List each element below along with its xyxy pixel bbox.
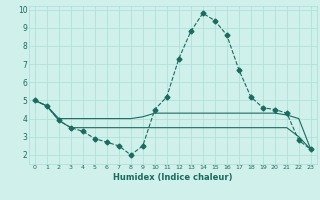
X-axis label: Humidex (Indice chaleur): Humidex (Indice chaleur) <box>113 173 233 182</box>
